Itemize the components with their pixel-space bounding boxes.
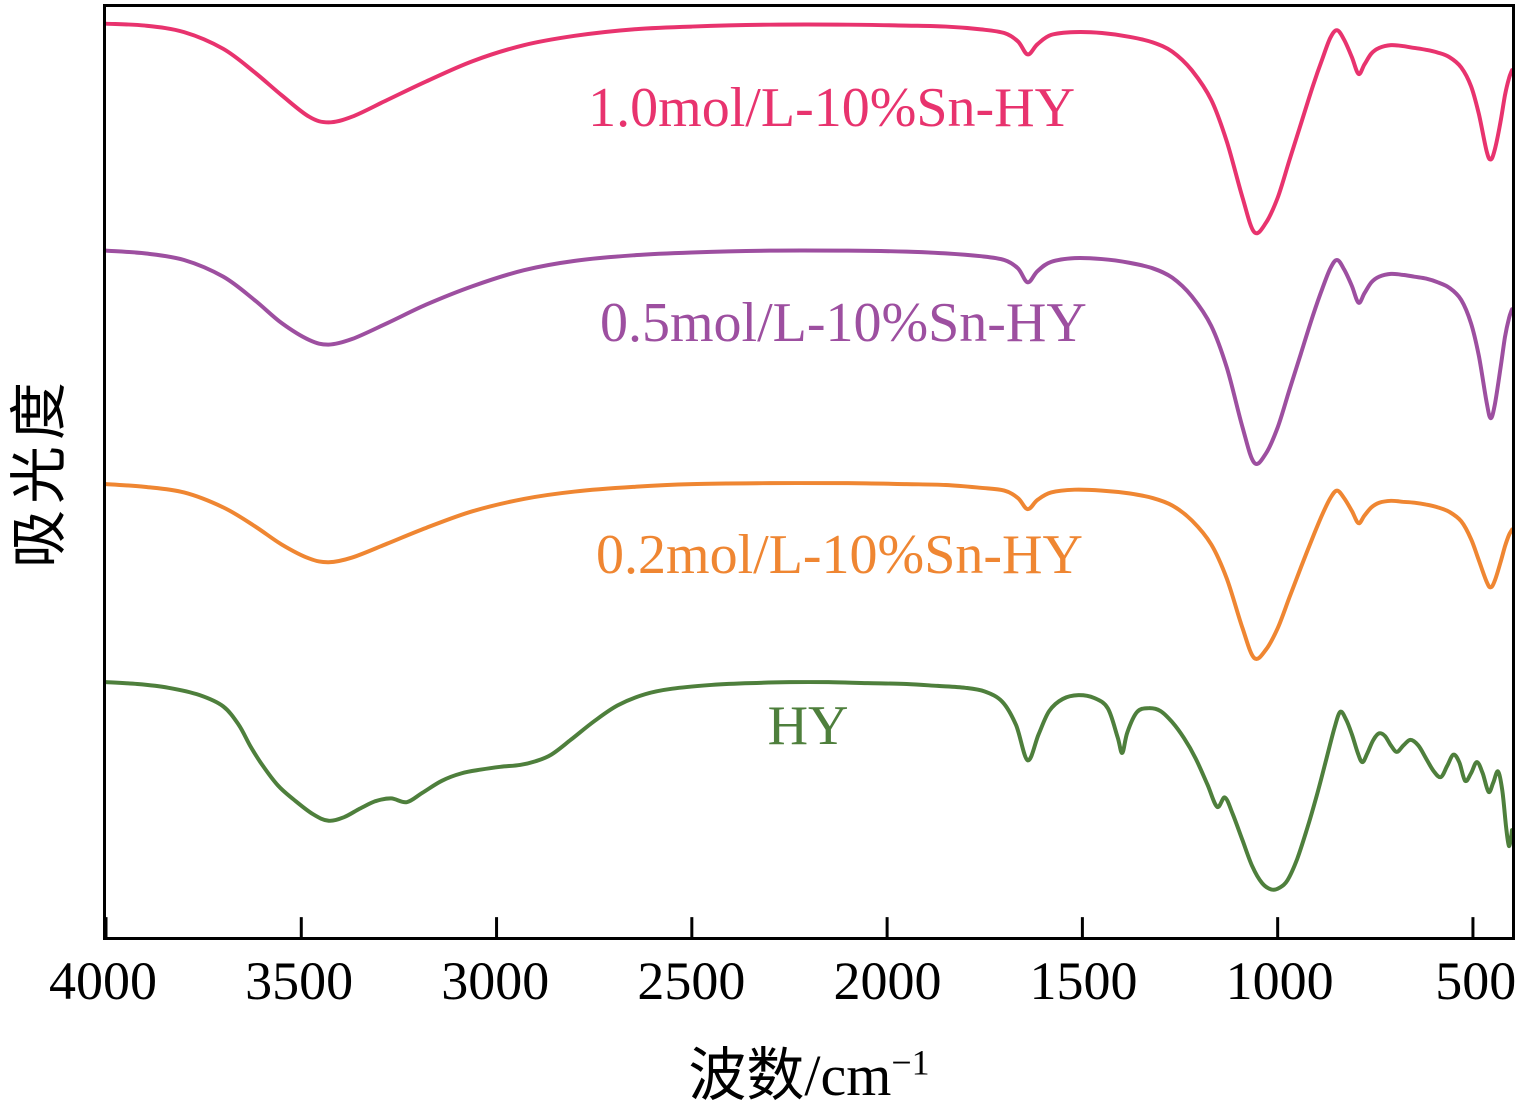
spectrum-curve-1-0-sn-hy bbox=[106, 21, 1512, 236]
spectrum-curve-0-5-sn-hy bbox=[106, 248, 1512, 466]
x-tick-label-3000: 3000 bbox=[441, 951, 550, 1011]
y-axis-title: 吸光度 bbox=[7, 375, 72, 569]
spectrum-curve-0-2-sn-hy bbox=[106, 481, 1512, 661]
x-tick-label-2500: 2500 bbox=[637, 951, 746, 1011]
x-tick-label-1500: 1500 bbox=[1029, 951, 1138, 1011]
x-axis-title: 波数/cm−1 bbox=[103, 1028, 1515, 1112]
x-tick-label-1000: 1000 bbox=[1225, 951, 1334, 1011]
plot-area: 1.0mol/L-10%Sn-HY 0.5mol/L-10%Sn-HY 0.2mol… bbox=[103, 4, 1515, 940]
x-tick-label-4000: 4000 bbox=[49, 951, 157, 1011]
x-axis-title-superscript: −1 bbox=[891, 1042, 930, 1083]
spectra-canvas bbox=[106, 21, 1512, 937]
x-tick-label-500: 500 bbox=[1435, 951, 1517, 1011]
spectrum-curve-hy bbox=[106, 680, 1512, 892]
x-tick-label-3500: 3500 bbox=[245, 951, 354, 1011]
x-axis-tick-labels: 4000 3500 3000 2500 2000 1500 1000 500 bbox=[0, 950, 1530, 1022]
x-axis-title-text: 波数/cm bbox=[688, 1043, 892, 1108]
x-tick-label-2000: 2000 bbox=[833, 951, 942, 1011]
